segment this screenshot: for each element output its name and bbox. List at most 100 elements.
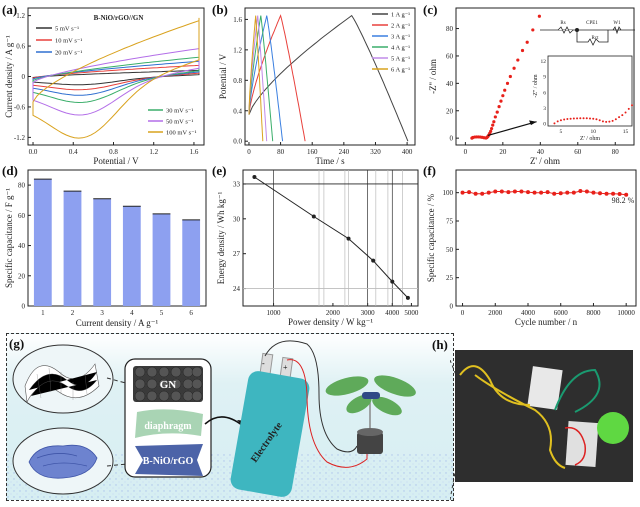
yellow-wire [459,365,531,406]
x-axis-label: Current density / A g⁻¹ [76,318,159,328]
cycling-point [552,191,557,196]
y-tick-label: 20 [18,272,26,280]
cycling-point [565,190,570,195]
supercapacitor-device: Electrolyte - + [230,352,310,497]
device-schematic: GN diaphragm B-NiO/rGO Electrolyte - + [6,333,454,501]
chart-a-cv-curves: 0.0 0.4 0.8 1.2 1.6 1.2 0.6 0 -0.6 -1.2 Potential … [4,7,205,165]
nyquist-point [537,14,541,18]
minus-terminal: - [262,359,265,368]
circuit-label-rs: Rs [560,21,565,26]
nyquist-point [516,58,520,62]
fan-green [597,412,629,444]
y-tick-label: 50 [446,246,454,254]
x-tick-label: 20 [499,148,507,156]
zoom-arrow [487,121,537,136]
y-tick-label: 75 [446,218,454,226]
nyquist-point [508,74,512,79]
inset-y-tick-label: 3 [543,106,546,112]
gcd-curve-2 [248,15,284,142]
legend-label: 6 A g⁻¹ [391,67,410,74]
inset-point [589,117,591,120]
device-pouch-1 [527,366,563,410]
cycling-point [539,190,544,195]
diaphragm-layer: diaphragm [135,409,203,438]
fan-motor [325,375,416,454]
inset-x-tick-label: 10 [590,129,596,135]
y-axis-label: Specific capacitance / % [426,193,436,282]
x-tick-label: 10000 [617,309,635,317]
inset-point [605,120,608,123]
inset-y-tick-label: 12 [541,59,547,65]
x-tick-label: 0 [461,309,465,317]
legend-label: 20 mV s⁻¹ [55,50,82,57]
legend-label: 4 A g⁻¹ [391,45,410,52]
x-tick-label: 60 [574,148,582,156]
nyquist-point [503,88,507,92]
nyquist-point [505,81,510,85]
inset-point [627,107,630,110]
chart-f-cycling: 0 2000 4000 6000 8000 10000 0 25 50 75 100 Cycle nu… [426,169,637,327]
chart-b-gcd-curves: 0 80 160 240 320 400 1.6 1.2 0.8 0.4 0.0 Time / s Po… [218,7,416,165]
panel-label-d: (d) [2,163,18,178]
nyquist-point [491,123,495,127]
connector-gn [106,377,138,387]
cycling-point [532,190,537,195]
chart-d-bar-capacitance: 0 20 40 60 80 1 2 3 4 5 6 Current density / A g⁻¹ Sp… [4,169,207,328]
inset-point [595,118,598,121]
cycling-point [591,190,596,195]
cycling-point [598,191,602,196]
y-axis-label: Specific capacitance / F g⁻¹ [4,188,14,288]
legend-label: 30 mV s⁻¹ [166,108,193,115]
x-tick-label: 5000 [404,309,419,317]
inset-point [618,116,621,119]
plot-frame [455,169,637,307]
gcd-curve-4 [248,15,268,142]
nyquist-point [512,66,516,70]
inset-y-label: -Z'' / ohm [533,74,539,97]
y-tick-label: 0.4 [233,107,242,115]
y-tick-label: 0 [22,303,26,311]
ragone-point [252,174,257,179]
ragone-point [371,258,376,263]
gn-layer: GN [133,366,203,402]
black-wire [264,340,358,453]
y-tick-label: 0 [22,73,26,81]
resistor-rct [576,30,609,46]
y-tick-label: -1.2 [14,134,26,142]
gcd-curve-0 [248,14,409,142]
cycling-point [480,191,485,196]
cycling-point [512,189,517,194]
inset-point [631,104,633,107]
y-tick-label: 1.2 [233,46,242,54]
legend-label: 10 mV s⁻¹ [55,38,82,45]
y-tick-label: 1.6 [233,16,242,24]
inset-point [621,114,624,117]
cycling-point [473,191,478,196]
cycling-point [545,190,550,195]
nyquist-point [489,129,493,133]
bar-2 [63,191,82,306]
panel-label-h: (h) [432,337,448,352]
ragone-point [311,214,316,219]
y-tick-label: 60 [446,52,454,60]
equivalent-circuit: Rs CPE1 Rct W1 [540,21,635,46]
gcd-curve-3 [248,15,274,142]
x-tick-label: 240 [339,148,350,156]
x-tick-label: 4 [130,309,134,317]
bar-4 [122,206,141,306]
panel-label-b: (b) [212,2,228,17]
inset-point [556,120,559,123]
y-tick-label: 0.0 [233,138,242,146]
x-tick-label: 5 [160,309,164,317]
cycling-point [519,189,524,194]
inset-x-tick-label: 5 [560,129,563,135]
y-tick-label: 40 [18,242,26,250]
x-tick-label: 0 [247,148,251,156]
gn-layer-label: GN [160,379,177,391]
gcd-curve-5 [248,15,264,142]
x-tick-label: 80 [612,148,620,156]
x-tick-label: 160 [307,148,318,156]
ragone-line [254,176,409,299]
cycling-point [506,190,511,195]
